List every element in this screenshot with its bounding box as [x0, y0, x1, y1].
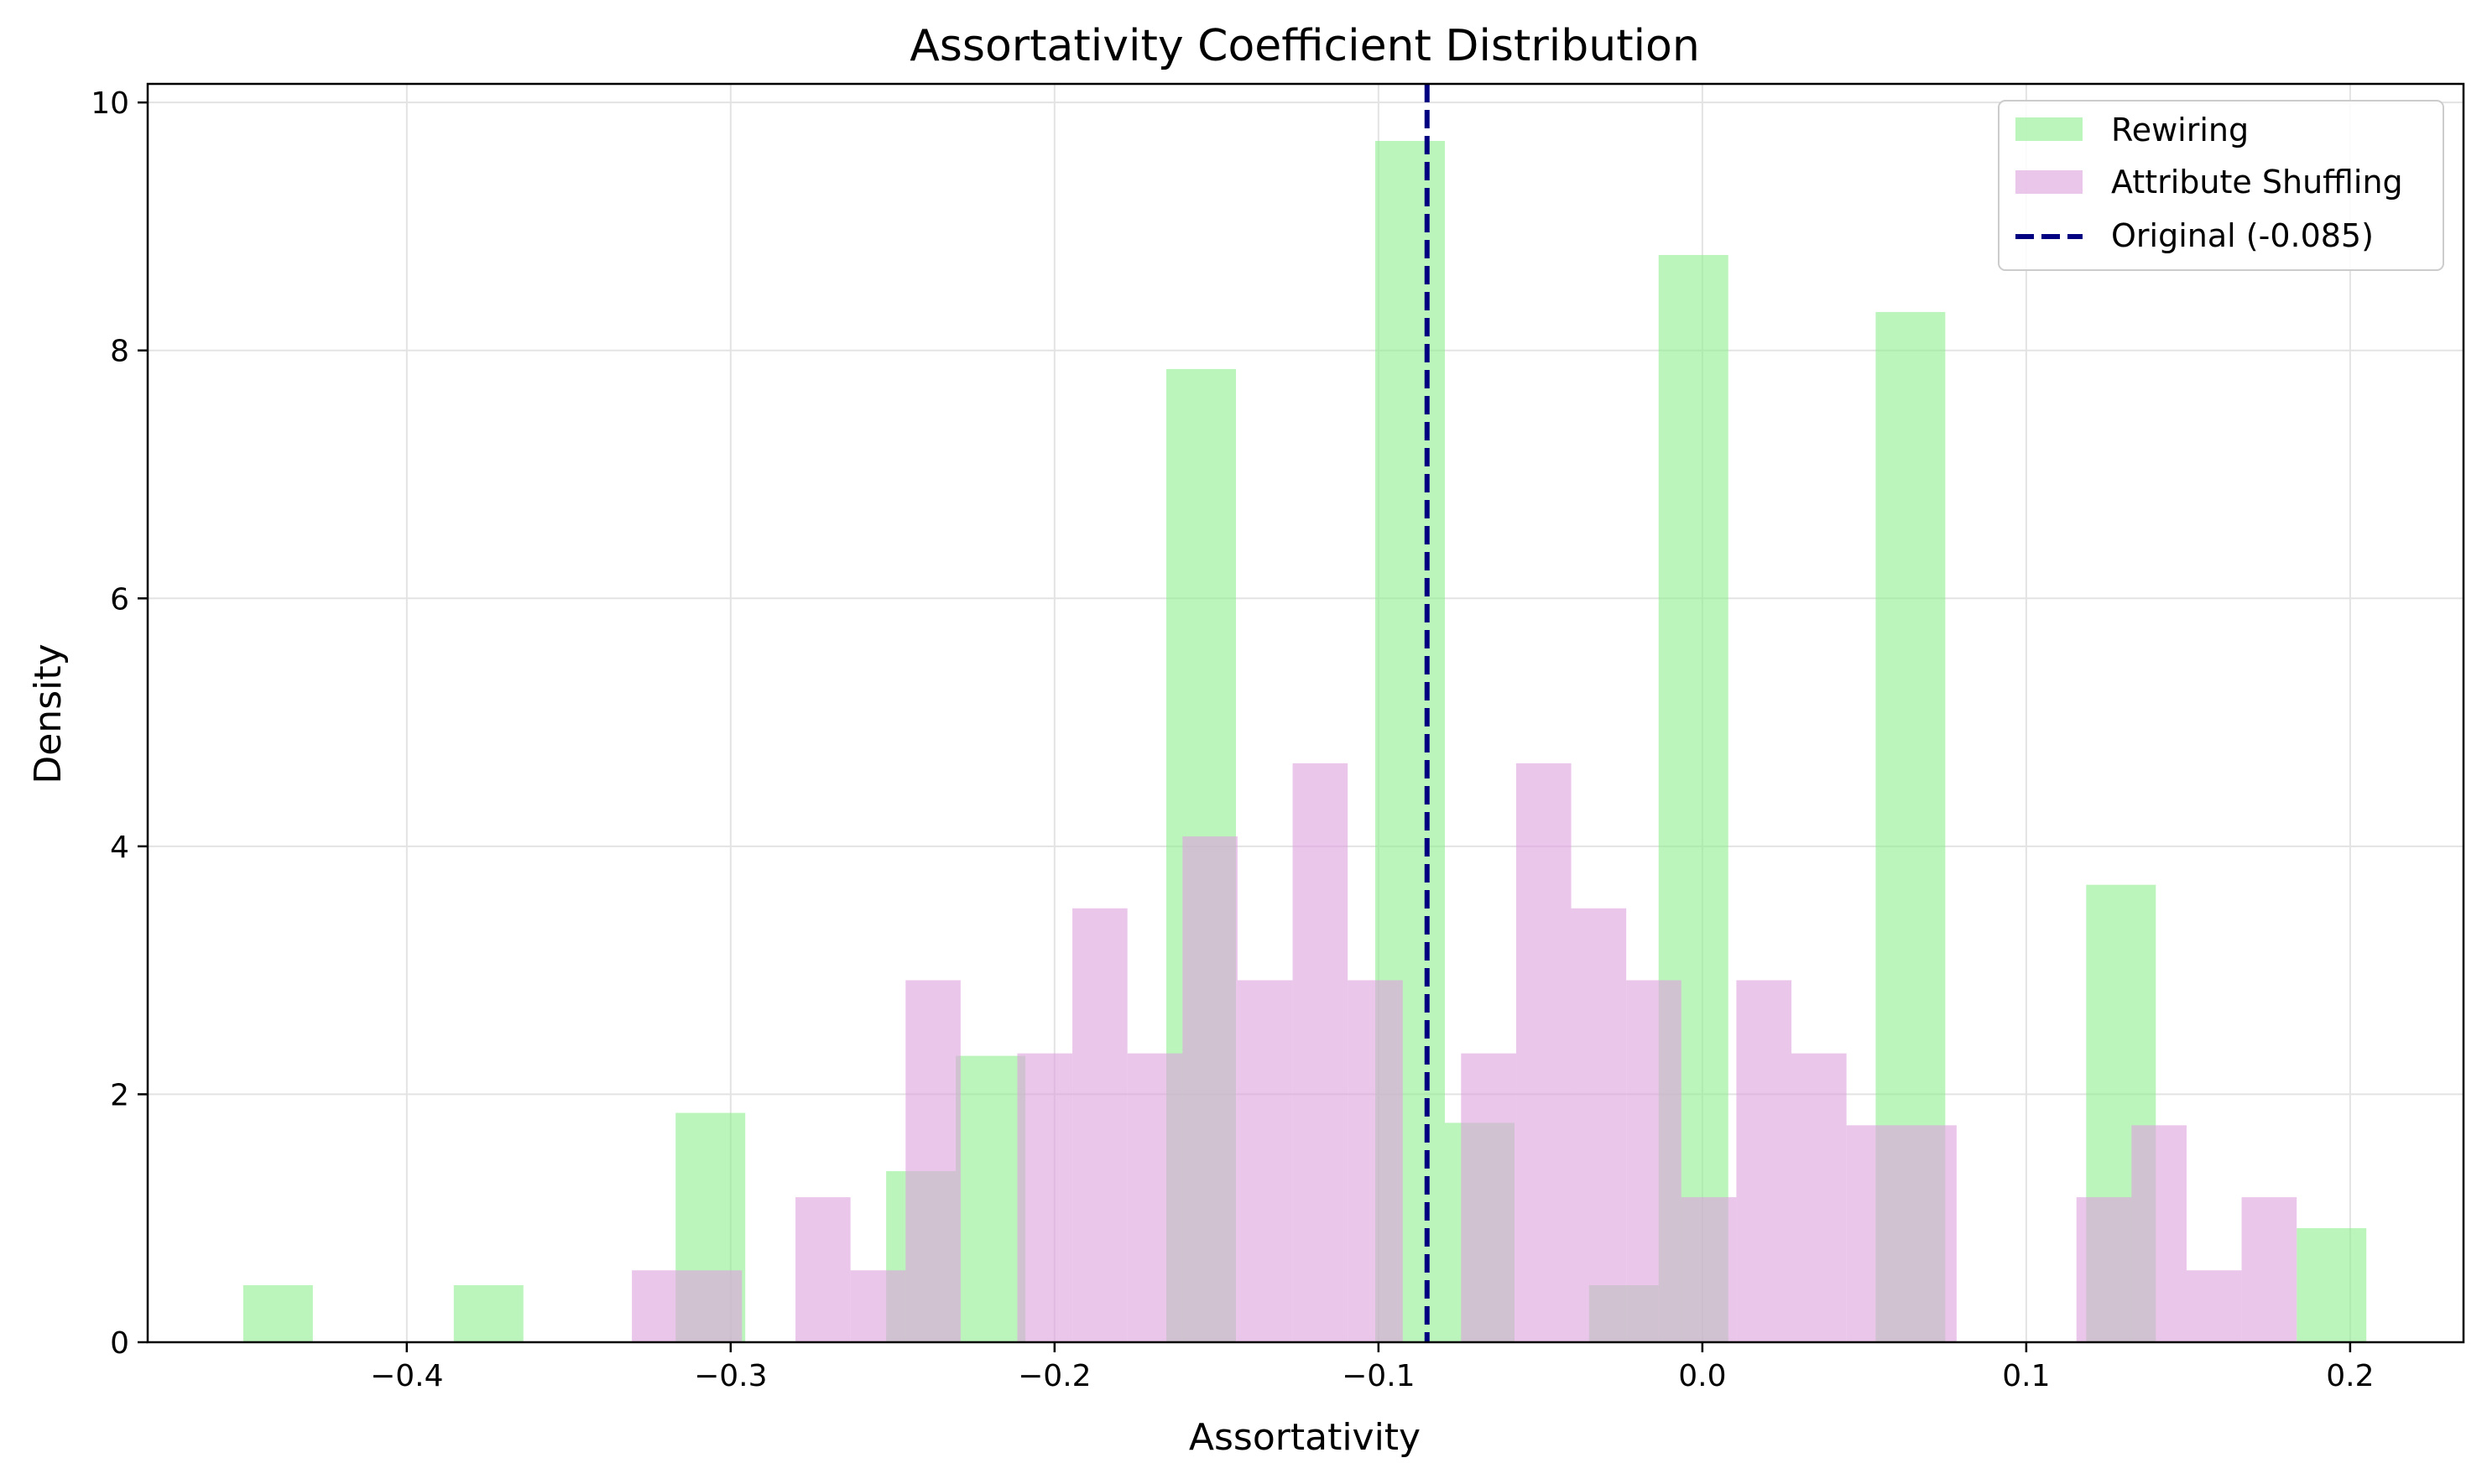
bar-series1-9 — [1292, 763, 1348, 1342]
bar-series1-7 — [1182, 836, 1238, 1342]
bar-series1-17 — [1791, 1053, 1847, 1342]
bar-series0-1 — [453, 1285, 524, 1342]
bar-series1-15 — [1681, 1197, 1737, 1342]
bar-series1-10 — [1348, 980, 1403, 1342]
bar-series1-19 — [2076, 1197, 2132, 1342]
legend-label-attribute-shuffling: Attribute Shuffling — [2111, 164, 2403, 200]
bar-series1-0 — [632, 1270, 743, 1342]
x-tick-label-6: 0.2 — [2326, 1359, 2374, 1393]
y-axis-label: Density — [27, 643, 70, 784]
y-tick-label-3: 6 — [110, 582, 129, 617]
y-tick-label-4: 8 — [110, 335, 129, 369]
x-tick-label-4: 0.0 — [1678, 1359, 1726, 1393]
x-tick-label-2: −0.2 — [1018, 1359, 1091, 1393]
bar-series1-22 — [2241, 1197, 2297, 1342]
bar-series0-0 — [242, 1285, 313, 1342]
x-tick-label-0: −0.4 — [370, 1359, 443, 1393]
bar-series0-4 — [956, 1055, 1026, 1342]
legend: Rewiring Attribute Shuffling Original (-… — [1998, 100, 2444, 271]
bar-series1-20 — [2131, 1125, 2187, 1342]
bar-series1-1 — [795, 1197, 851, 1342]
x-tick-label-1: −0.3 — [694, 1359, 767, 1393]
y-tick-label-0: 0 — [110, 1326, 129, 1361]
bar-series1-14 — [1626, 980, 1681, 1342]
bar-series1-13 — [1571, 908, 1627, 1342]
x-tick-label-3: −0.1 — [1342, 1359, 1415, 1393]
bar-series1-16 — [1736, 980, 1792, 1342]
y-tick-label-1: 2 — [110, 1078, 129, 1112]
x-axis-label: Assortativity — [1189, 1416, 1421, 1459]
bar-series1-6 — [1127, 1053, 1183, 1342]
bar-series1-2 — [850, 1270, 906, 1342]
y-tick-label-2: 4 — [110, 831, 129, 865]
x-tick-label-5: 0.1 — [2002, 1359, 2050, 1393]
bar-series1-5 — [1072, 908, 1128, 1342]
legend-swatch-attribute-shuffling — [2015, 170, 2083, 194]
ticks: −0.4 −0.3 −0.2 −0.1 0.0 0.1 0.2 0 2 4 6 8 10 — [91, 86, 2374, 1393]
series-attribute-shuffling — [632, 763, 2297, 1342]
bars — [242, 140, 2367, 1343]
bar-series1-18 — [1846, 1125, 1957, 1342]
bar-series1-4 — [1017, 1053, 1073, 1342]
legend-label-rewiring: Rewiring — [2111, 112, 2249, 148]
plot-frame — [146, 82, 2465, 1344]
bar-series1-11 — [1461, 1053, 1516, 1342]
legend-swatch-rewiring — [2015, 117, 2083, 141]
legend-box — [1998, 100, 2444, 271]
bar-series1-21 — [2186, 1270, 2242, 1342]
chart-title: Assortativity Coefficient Distribution — [910, 21, 1700, 71]
bar-series1-8 — [1237, 980, 1293, 1342]
y-tick-label-5: 10 — [91, 86, 129, 121]
bar-series1-3 — [905, 980, 961, 1342]
bar-series0-12 — [2297, 1228, 2367, 1342]
bar-series1-12 — [1515, 763, 1572, 1342]
legend-label-original: Original (-0.085) — [2111, 217, 2374, 254]
